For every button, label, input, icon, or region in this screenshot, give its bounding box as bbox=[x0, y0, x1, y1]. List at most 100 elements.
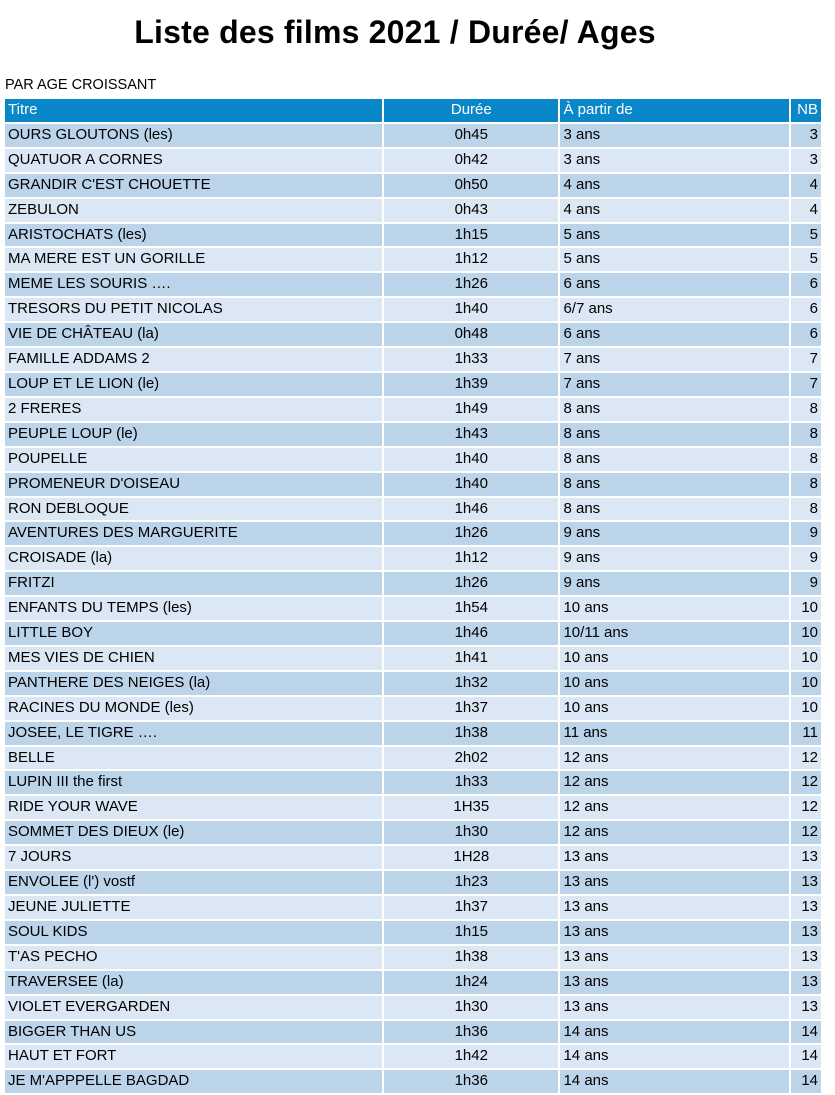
cell-title: BIGGER THAN US bbox=[5, 1020, 383, 1044]
cell-duration: 1h26 bbox=[384, 522, 559, 546]
cell-duration: 1h36 bbox=[384, 1020, 559, 1044]
cell-duration: 0h50 bbox=[384, 173, 559, 197]
cell-nb: 10 bbox=[790, 622, 821, 645]
cell-age: 12 ans bbox=[560, 746, 789, 770]
cell-age: 10/11 ans bbox=[560, 622, 789, 645]
cell-age: 10 ans bbox=[560, 646, 789, 670]
cell-title: ARISTOCHATS (les) bbox=[5, 223, 383, 247]
cell-age: 8 ans bbox=[560, 422, 789, 446]
cell-nb: 8 bbox=[790, 472, 821, 496]
cell-title: POUPELLE bbox=[5, 447, 383, 471]
cell-duration: 0h43 bbox=[384, 198, 559, 222]
cell-nb: 4 bbox=[790, 173, 821, 197]
cell-age: 6 ans bbox=[560, 273, 789, 297]
cell-nb: 6 bbox=[790, 298, 821, 322]
cell-age: 13 ans bbox=[560, 945, 789, 969]
cell-age: 10 ans bbox=[560, 671, 789, 695]
table-row: PEUPLE LOUP (le) 1h43 8 ans 8 bbox=[5, 422, 821, 446]
cell-nb: 12 bbox=[790, 746, 821, 770]
header-nb: NB bbox=[790, 99, 821, 122]
cell-age: 8 ans bbox=[560, 472, 789, 496]
cell-duration: 1h33 bbox=[384, 771, 559, 795]
table-body: OURS GLOUTONS (les) 0h45 3 ans 3 QUATUOR A C… bbox=[5, 123, 821, 1094]
cell-title: BELLE bbox=[5, 746, 383, 770]
cell-age: 8 ans bbox=[560, 447, 789, 471]
cell-title: VIE DE CHÂTEAU (la) bbox=[5, 323, 383, 347]
table-row: VIOLET EVERGARDEN 1h30 13 ans 13 bbox=[5, 995, 821, 1019]
cell-nb: 9 bbox=[790, 522, 821, 546]
table-row: ENFANTS DU TEMPS (les) 1h54 10 ans 10 bbox=[5, 597, 821, 621]
cell-title: SOUL KIDS bbox=[5, 920, 383, 944]
table-row: TRESORS DU PETIT NICOLAS 1h40 6/7 ans 6 bbox=[5, 298, 821, 322]
cell-duration: 1h38 bbox=[384, 721, 559, 745]
table-row: RON DEBLOQUE 1h46 8 ans 8 bbox=[5, 497, 821, 521]
table-row: JOSEE, LE TIGRE …. 1h38 11 ans 11 bbox=[5, 721, 821, 745]
cell-age: 4 ans bbox=[560, 173, 789, 197]
cell-nb: 13 bbox=[790, 871, 821, 894]
table-row: QUATUOR A CORNES 0h42 3 ans 3 bbox=[5, 148, 821, 172]
cell-title: RACINES DU MONDE (les) bbox=[5, 696, 383, 720]
table-row: LOUP ET LE LION (le) 1h39 7 ans 7 bbox=[5, 372, 821, 396]
cell-title: PEUPLE LOUP (le) bbox=[5, 422, 383, 446]
cell-age: 13 ans bbox=[560, 995, 789, 1019]
cell-title: QUATUOR A CORNES bbox=[5, 148, 383, 172]
table-row: LITTLE BOY 1h46 10/11 ans 10 bbox=[5, 622, 821, 645]
cell-duration: 1h40 bbox=[384, 472, 559, 496]
cell-title: FRITZI bbox=[5, 572, 383, 596]
cell-age: 9 ans bbox=[560, 547, 789, 571]
cell-title: ENFANTS DU TEMPS (les) bbox=[5, 597, 383, 621]
table-row: 7 JOURS 1H28 13 ans 13 bbox=[5, 846, 821, 870]
cell-age: 11 ans bbox=[560, 721, 789, 745]
table-row: ARISTOCHATS (les) 1h15 5 ans 5 bbox=[5, 223, 821, 247]
cell-nb: 14 bbox=[790, 1020, 821, 1044]
cell-nb: 7 bbox=[790, 348, 821, 371]
cell-duration: 1h41 bbox=[384, 646, 559, 670]
cell-duration: 1h54 bbox=[384, 597, 559, 621]
cell-age: 12 ans bbox=[560, 771, 789, 795]
cell-title: ENVOLEE (l') vostf bbox=[5, 871, 383, 894]
cell-age: 7 ans bbox=[560, 348, 789, 371]
cell-title: RON DEBLOQUE bbox=[5, 497, 383, 521]
cell-age: 7 ans bbox=[560, 372, 789, 396]
cell-title: T'AS PECHO bbox=[5, 945, 383, 969]
cell-age: 3 ans bbox=[560, 123, 789, 147]
cell-title: CROISADE (la) bbox=[5, 547, 383, 571]
cell-duration: 1h46 bbox=[384, 622, 559, 645]
cell-age: 3 ans bbox=[560, 148, 789, 172]
table-row: RIDE YOUR WAVE 1H35 12 ans 12 bbox=[5, 796, 821, 820]
cell-duration: 1h38 bbox=[384, 945, 559, 969]
cell-nb: 12 bbox=[790, 796, 821, 820]
cell-title: OURS GLOUTONS (les) bbox=[5, 123, 383, 147]
cell-duration: 1h36 bbox=[384, 1070, 559, 1094]
cell-nb: 13 bbox=[790, 995, 821, 1019]
cell-age: 13 ans bbox=[560, 970, 789, 994]
table-row: FAMILLE ADDAMS 2 1h33 7 ans 7 bbox=[5, 348, 821, 371]
cell-duration: 1h42 bbox=[384, 1045, 559, 1069]
table-row: JEUNE JULIETTE 1h37 13 ans 13 bbox=[5, 896, 821, 919]
cell-nb: 6 bbox=[790, 323, 821, 347]
cell-age: 6 ans bbox=[560, 323, 789, 347]
header-title: Titre bbox=[5, 99, 383, 122]
cell-title: PANTHERE DES NEIGES (la) bbox=[5, 671, 383, 695]
cell-nb: 3 bbox=[790, 123, 821, 147]
cell-title: RIDE YOUR WAVE bbox=[5, 796, 383, 820]
cell-age: 5 ans bbox=[560, 248, 789, 272]
cell-duration: 2h02 bbox=[384, 746, 559, 770]
table-row: SOUL KIDS 1h15 13 ans 13 bbox=[5, 920, 821, 944]
cell-age: 13 ans bbox=[560, 896, 789, 919]
cell-nb: 14 bbox=[790, 1070, 821, 1094]
cell-age: 5 ans bbox=[560, 223, 789, 247]
cell-title: PROMENEUR D'OISEAU bbox=[5, 472, 383, 496]
page-title: Liste des films 2021 / Durée/ Ages bbox=[134, 14, 656, 50]
cell-age: 13 ans bbox=[560, 871, 789, 894]
cell-nb: 10 bbox=[790, 696, 821, 720]
cell-duration: 1h49 bbox=[384, 397, 559, 421]
cell-nb: 12 bbox=[790, 821, 821, 845]
table-header-row: Titre Durée À partir de NB bbox=[5, 99, 821, 122]
cell-nb: 9 bbox=[790, 572, 821, 596]
cell-duration: 1h12 bbox=[384, 547, 559, 571]
cell-age: 10 ans bbox=[560, 597, 789, 621]
cell-duration: 1h37 bbox=[384, 696, 559, 720]
table-row: 2 FRERES 1h49 8 ans 8 bbox=[5, 397, 821, 421]
cell-title: TRESORS DU PETIT NICOLAS bbox=[5, 298, 383, 322]
